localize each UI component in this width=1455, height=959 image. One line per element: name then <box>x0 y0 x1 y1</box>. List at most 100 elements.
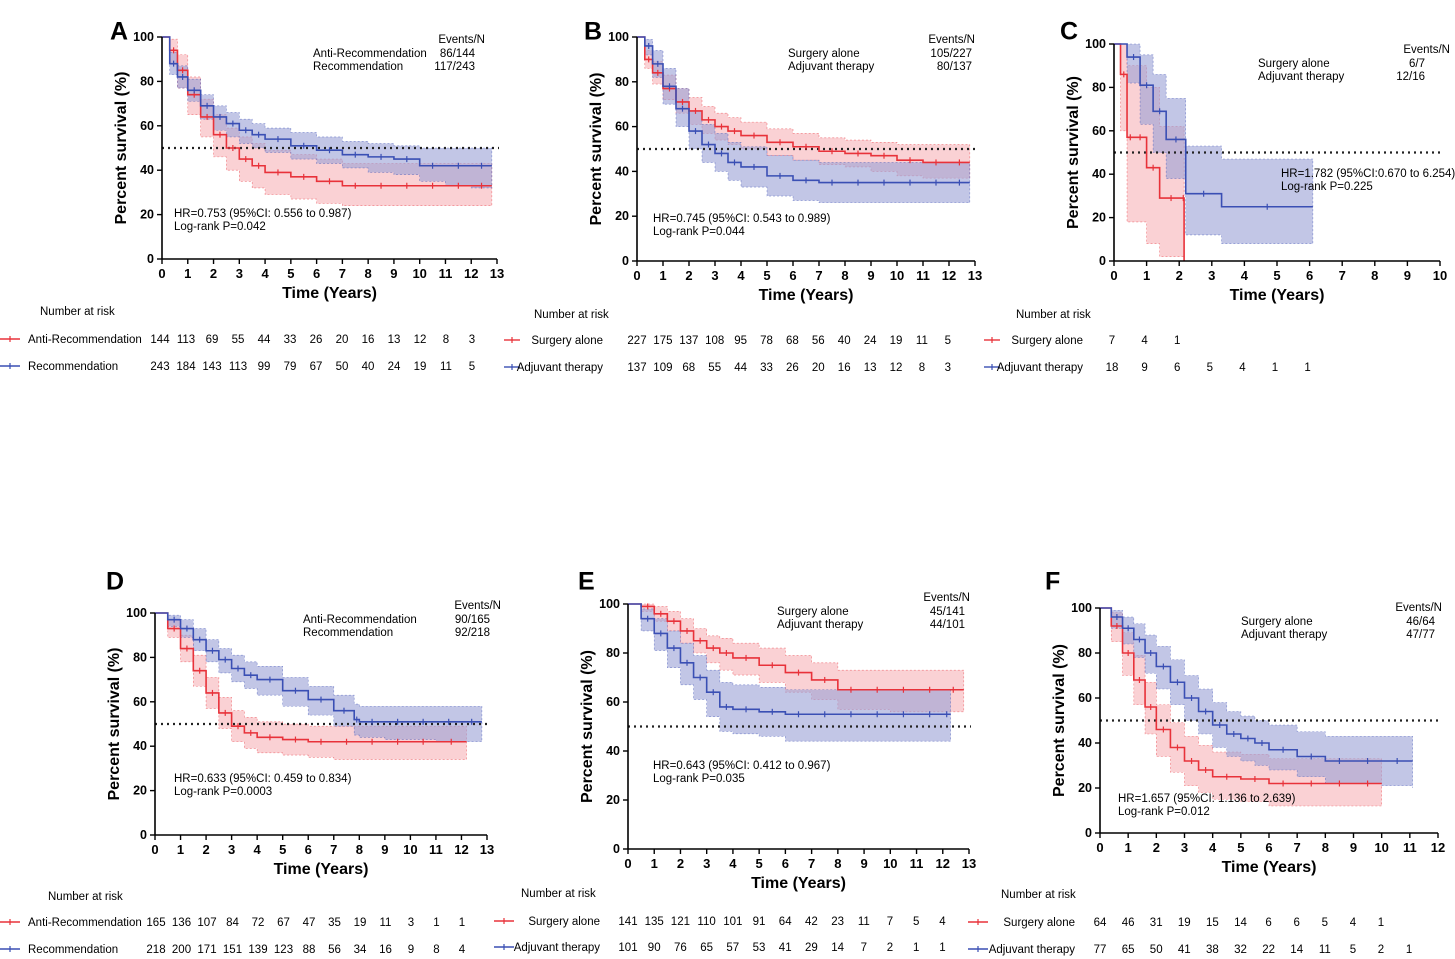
x-tick-label: 8 <box>841 268 848 283</box>
x-tick-label: 3 <box>236 266 243 281</box>
risk-value: 95 <box>734 335 747 347</box>
x-tick-label: 4 <box>737 268 745 283</box>
y-tick-label: 40 <box>1092 167 1106 181</box>
y-tick-label: 60 <box>615 120 629 134</box>
x-tick-label: 4 <box>1241 268 1249 283</box>
legend-events: 90/165 <box>455 614 490 626</box>
y-tick-label: 0 <box>613 842 620 856</box>
x-tick-label: 10 <box>890 268 904 283</box>
risk-row-label: Adjuvant therapy <box>989 944 1076 956</box>
x-tick-label: 2 <box>202 842 209 857</box>
risk-value: 14 <box>831 942 844 954</box>
risk-value: 40 <box>362 361 375 373</box>
y-tick-label: 80 <box>1092 80 1106 94</box>
risk-value: 11 <box>916 335 928 347</box>
risk-value: 144 <box>150 334 170 346</box>
risk-row-label: Anti-Recommendation <box>28 917 142 929</box>
y-tick-label: 20 <box>606 793 620 807</box>
x-tick-label: 13 <box>962 856 976 871</box>
risk-value: 47 <box>303 917 316 929</box>
risk-value: 1 <box>1174 335 1180 347</box>
risk-value: 34 <box>354 944 367 956</box>
x-tick-label: 3 <box>1181 840 1188 855</box>
y-tick-label: 80 <box>606 646 620 660</box>
legend-entry: Surgery alone <box>1241 616 1313 628</box>
x-tick-label: 10 <box>403 842 417 857</box>
risk-row-label: Adjuvant therapy <box>997 362 1084 374</box>
risk-value: 9 <box>1141 362 1147 374</box>
x-tick-label: 9 <box>867 268 874 283</box>
risk-value: 1 <box>939 942 945 954</box>
x-tick-label: 6 <box>782 856 789 871</box>
risk-value: 53 <box>753 942 766 954</box>
x-tick-label: 11 <box>1403 840 1417 855</box>
x-tick-label: 2 <box>1176 268 1183 283</box>
risk-value: 35 <box>328 917 341 929</box>
x-tick-label: 4 <box>254 842 262 857</box>
y-tick-label: 100 <box>133 30 154 44</box>
y-tick-label: 40 <box>606 744 620 758</box>
risk-value: 4 <box>459 944 466 956</box>
ci-band-blue <box>1100 607 1413 788</box>
risk-value: 65 <box>700 942 713 954</box>
y-tick-label: 60 <box>133 695 147 709</box>
risk-value: 139 <box>248 944 267 956</box>
risk-table-title: Number at risk <box>521 888 596 900</box>
risk-value: 243 <box>150 361 169 373</box>
risk-value: 78 <box>760 335 773 347</box>
risk-value: 7 <box>887 916 893 928</box>
risk-value: 77 <box>1094 944 1107 956</box>
legend-events: 6/7 <box>1409 58 1425 70</box>
panel-label: D <box>106 568 124 596</box>
x-tick-label: 1 <box>1143 268 1150 283</box>
risk-value: 218 <box>146 944 165 956</box>
risk-value: 19 <box>414 361 427 373</box>
legend-header: Events/N <box>438 34 485 46</box>
risk-value: 5 <box>913 916 919 928</box>
ci-band-blue <box>628 603 951 742</box>
x-tick-label: 4 <box>1209 840 1217 855</box>
x-tick-label: 0 <box>1096 840 1103 855</box>
hr-annotation: Log-rank P=0.012 <box>1118 806 1210 818</box>
risk-value: 11 <box>440 361 452 373</box>
panel-label: E <box>578 568 595 596</box>
risk-value: 107 <box>197 917 216 929</box>
risk-value: 55 <box>708 362 721 374</box>
risk-value: 99 <box>258 361 271 373</box>
x-tick-label: 1 <box>659 268 666 283</box>
legend-events: 117/243 <box>434 61 475 73</box>
risk-value: 56 <box>812 335 825 347</box>
risk-value: 46 <box>1122 917 1135 929</box>
risk-row-label: Surgery alone <box>1011 335 1083 347</box>
risk-value: 91 <box>753 916 766 928</box>
risk-value: 24 <box>388 361 401 373</box>
risk-value: 4 <box>939 916 946 928</box>
y-tick-label: 100 <box>1085 37 1106 51</box>
risk-row-label: Adjuvant therapy <box>514 942 601 954</box>
x-tick-label: 8 <box>356 842 363 857</box>
x-tick-label: 5 <box>287 266 294 281</box>
x-tick-label: 6 <box>1265 840 1272 855</box>
y-tick-label: 20 <box>140 208 154 222</box>
x-tick-label: 1 <box>651 856 658 871</box>
x-tick-label: 9 <box>860 856 867 871</box>
survival-curve-red <box>162 36 492 187</box>
risk-value: 1 <box>913 942 919 954</box>
risk-value: 143 <box>202 361 221 373</box>
y-tick-label: 20 <box>1092 211 1106 225</box>
x-tick-label: 12 <box>1431 840 1445 855</box>
risk-value: 14 <box>1234 917 1247 929</box>
risk-value: 137 <box>679 335 698 347</box>
y-axis-label: Percent survival (%) <box>1065 76 1082 229</box>
risk-table-title: Number at risk <box>1001 889 1076 901</box>
risk-value: 41 <box>1178 944 1191 956</box>
y-tick-label: 60 <box>140 119 154 133</box>
risk-value: 5 <box>469 361 475 373</box>
risk-row-label: Surgery alone <box>528 916 600 928</box>
risk-value: 68 <box>786 335 799 347</box>
risk-value: 56 <box>328 944 341 956</box>
